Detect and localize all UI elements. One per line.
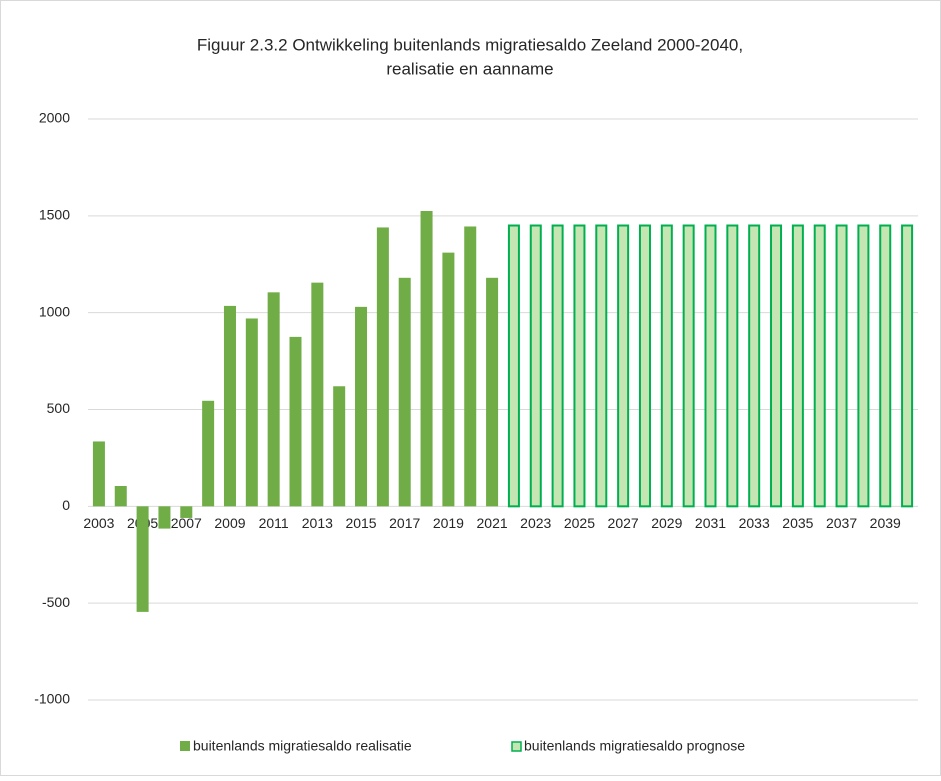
x-tick-label: 2013	[302, 515, 333, 531]
x-tick-label: 2023	[520, 515, 551, 531]
y-tick-label: -1000	[34, 691, 70, 707]
legend-label: buitenlands migratiesaldo prognose	[524, 738, 745, 754]
bar	[486, 277, 499, 507]
chart-title: realisatie en aanname	[386, 59, 553, 78]
bar	[835, 224, 848, 508]
legend-swatch	[180, 741, 190, 751]
bar	[136, 506, 149, 612]
bar	[660, 224, 673, 508]
bar	[398, 277, 411, 507]
bar	[748, 224, 761, 508]
bar	[267, 292, 280, 507]
x-tick-label: 2015	[345, 515, 376, 531]
bar	[223, 305, 236, 507]
bar	[158, 506, 171, 529]
x-tick-label: 2019	[433, 515, 464, 531]
x-tick-label: 2009	[214, 515, 245, 531]
x-tick-label: 2033	[739, 515, 770, 531]
x-tick-label: 2007	[171, 515, 202, 531]
x-tick-label: 2021	[477, 515, 508, 531]
bar	[529, 224, 542, 508]
legend-label: buitenlands migratiesaldo realisatie	[193, 738, 412, 754]
bar	[355, 306, 368, 507]
bar	[442, 252, 455, 507]
bar	[726, 224, 739, 508]
bar	[813, 224, 826, 508]
chart-title: Figuur 2.3.2 Ontwikkeling buitenlands mi…	[197, 35, 743, 54]
legend-swatch	[511, 741, 522, 752]
bar	[770, 224, 783, 508]
bar	[573, 224, 586, 508]
bar	[791, 224, 804, 508]
bar	[289, 336, 302, 507]
bar	[901, 224, 914, 508]
bar	[202, 400, 215, 507]
x-tick-label: 2003	[83, 515, 114, 531]
bar	[595, 224, 608, 508]
bar	[638, 224, 651, 508]
y-tick-label: 1000	[39, 303, 70, 319]
bar	[551, 224, 564, 508]
x-tick-label: 2025	[564, 515, 595, 531]
bar	[114, 485, 127, 507]
bar	[464, 226, 477, 507]
x-tick-label: 2039	[870, 515, 901, 531]
bar	[507, 224, 520, 508]
x-tick-label: 2037	[826, 515, 857, 531]
y-tick-label: 0	[62, 497, 70, 513]
x-tick-label: 2031	[695, 515, 726, 531]
bar	[333, 386, 346, 507]
bar	[857, 224, 870, 508]
x-tick-label: 2029	[651, 515, 682, 531]
bar	[180, 506, 193, 518]
x-tick-label: 2011	[259, 515, 289, 531]
x-tick-label: 2027	[608, 515, 639, 531]
bar	[704, 224, 717, 508]
bar	[92, 441, 105, 507]
bar	[879, 224, 892, 508]
bar	[682, 224, 695, 508]
bar	[617, 224, 630, 508]
x-tick-label: 2017	[389, 515, 420, 531]
bar	[311, 282, 324, 507]
y-tick-label: -500	[42, 594, 70, 610]
bar	[420, 210, 433, 507]
y-tick-label: 500	[47, 400, 71, 416]
y-tick-label: 2000	[39, 110, 70, 126]
bar	[376, 227, 389, 507]
x-tick-label: 2035	[782, 515, 813, 531]
y-tick-label: 1500	[39, 207, 70, 223]
bar	[245, 318, 258, 507]
